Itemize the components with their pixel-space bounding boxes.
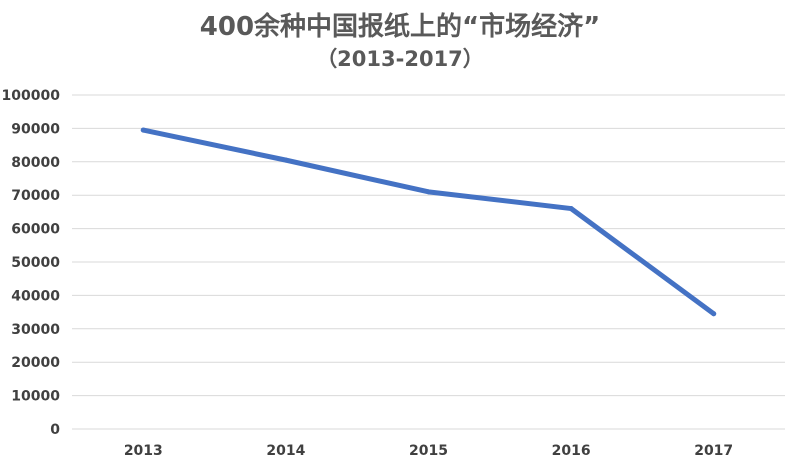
y-tick-label: 60000	[11, 222, 60, 238]
y-tick-label: 90000	[11, 121, 60, 137]
y-tick-label: 40000	[11, 288, 60, 304]
x-tick-label: 2016	[552, 443, 591, 459]
x-tick-label: 2014	[266, 443, 305, 459]
y-tick-label: 0	[50, 422, 60, 438]
data-point	[568, 206, 574, 212]
y-tick-label: 50000	[11, 255, 60, 271]
x-tick-label: 2017	[694, 443, 733, 459]
x-tick-label: 2015	[409, 443, 448, 459]
series-line	[140, 127, 717, 317]
data-point	[426, 189, 431, 195]
data-point	[711, 311, 717, 317]
data-point	[283, 157, 289, 163]
y-tick-label: 30000	[11, 322, 60, 338]
y-tick-label: 80000	[11, 155, 60, 171]
y-tick-label: 70000	[11, 188, 60, 204]
data-point	[140, 127, 146, 133]
x-tick-label: 2013	[124, 443, 163, 459]
chart-subtitle: （2013-2017）	[316, 47, 484, 71]
y-tick-label: 20000	[11, 355, 60, 371]
chart-title: 400余种中国报纸上的“市场经济”	[199, 12, 601, 42]
y-tick-label: 10000	[11, 389, 60, 405]
y-tick-label: 100000	[2, 88, 61, 104]
